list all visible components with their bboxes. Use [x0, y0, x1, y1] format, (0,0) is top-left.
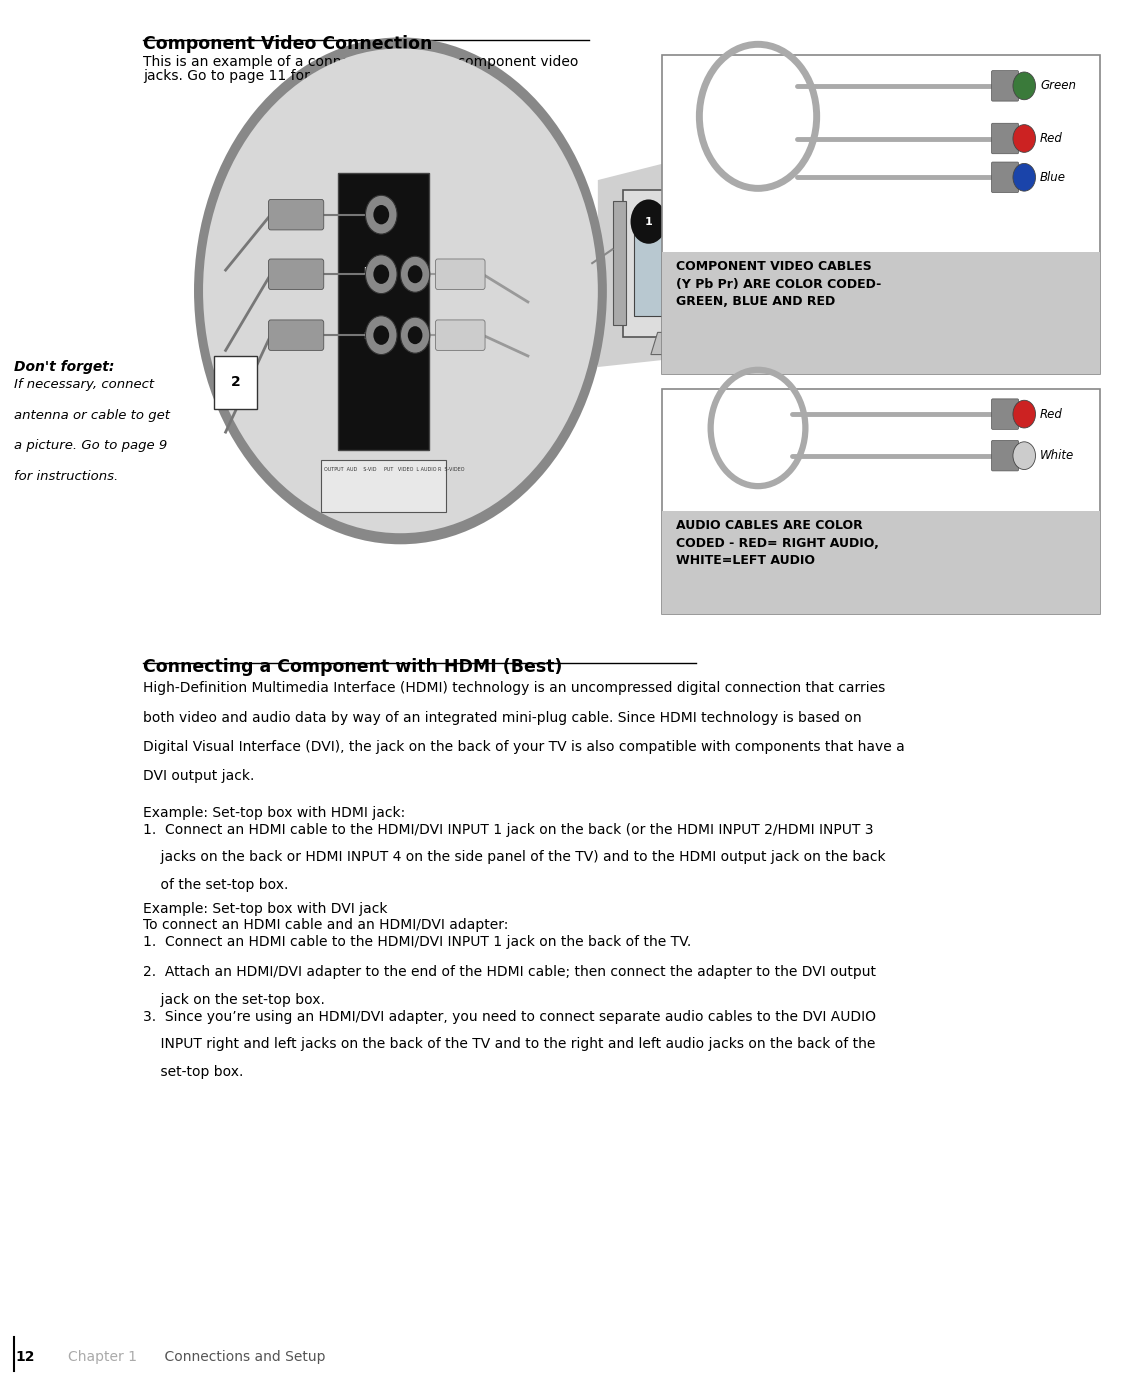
- Text: Example: Set-top box with HDMI jack:: Example: Set-top box with HDMI jack:: [143, 806, 405, 820]
- Circle shape: [400, 317, 430, 353]
- Circle shape: [1013, 400, 1036, 428]
- Text: Don't forget:: Don't forget:: [14, 360, 114, 374]
- Text: High-Definition Multimedia Interface (HDMI) technology is an uncompressed digita: High-Definition Multimedia Interface (HD…: [143, 681, 885, 695]
- Text: 2: 2: [231, 375, 240, 389]
- Text: AUDIO CABLES ARE COLOR
CODED - RED= RIGHT AUDIO,
WHITE=LEFT AUDIO: AUDIO CABLES ARE COLOR CODED - RED= RIGH…: [676, 519, 879, 568]
- Text: for instructions.: for instructions.: [14, 470, 117, 482]
- Text: To connect an HDMI cable and an HDMI/DVI adapter:: To connect an HDMI cable and an HDMI/DVI…: [143, 918, 509, 932]
- Text: 3: 3: [722, 274, 731, 288]
- FancyBboxPatch shape: [268, 199, 324, 230]
- FancyBboxPatch shape: [748, 233, 775, 314]
- Text: jack on the set-top box.: jack on the set-top box.: [143, 993, 325, 1007]
- Circle shape: [373, 205, 389, 224]
- FancyBboxPatch shape: [992, 123, 1019, 154]
- Text: 1: 1: [645, 216, 652, 227]
- Text: 3.  Since you’re using an HDMI/DVI adapter, you need to connect separate audio c: 3. Since you’re using an HDMI/DVI adapte…: [143, 1010, 876, 1024]
- Text: antenna or cable to get: antenna or cable to get: [14, 409, 169, 421]
- FancyBboxPatch shape: [992, 399, 1019, 429]
- Text: Blue: Blue: [1040, 170, 1066, 184]
- Text: Component Video Connection: Component Video Connection: [143, 35, 433, 53]
- Text: COMPONENT VIDEO CABLES
(Y Pb Pr) ARE COLOR CODED-
GREEN, BLUE AND RED: COMPONENT VIDEO CABLES (Y Pb Pr) ARE COL…: [676, 260, 881, 309]
- Text: R: R: [404, 332, 409, 341]
- Circle shape: [1013, 442, 1036, 470]
- Circle shape: [365, 255, 397, 294]
- Circle shape: [1013, 72, 1036, 100]
- FancyBboxPatch shape: [992, 71, 1019, 101]
- Text: Red: Red: [1040, 407, 1063, 421]
- Text: INPUT right and left jacks on the back of the TV and to the right and left audio: INPUT right and left jacks on the back o…: [143, 1037, 875, 1051]
- Text: OUTPUT  AUD    S-VID     PUT   VIDEO  L AUDIO R  S-VIDEO: OUTPUT AUD S-VID PUT VIDEO L AUDIO R S-V…: [324, 467, 465, 472]
- Text: Pb: Pb: [363, 267, 373, 276]
- Text: Pr: Pr: [363, 332, 372, 341]
- FancyBboxPatch shape: [435, 259, 485, 289]
- FancyBboxPatch shape: [634, 208, 731, 316]
- Text: L: L: [404, 267, 408, 276]
- Text: DVI output jack.: DVI output jack.: [143, 769, 255, 783]
- Text: jacks on the back or HDMI INPUT 4 on the side panel of the TV) and to the HDMI o: jacks on the back or HDMI INPUT 4 on the…: [143, 850, 885, 864]
- FancyBboxPatch shape: [321, 460, 446, 512]
- Polygon shape: [598, 132, 790, 367]
- Text: Connections and Setup: Connections and Setup: [147, 1350, 325, 1364]
- Circle shape: [373, 265, 389, 284]
- Text: jacks. Go to page 11 for specific instructions.: jacks. Go to page 11 for specific instru…: [143, 69, 457, 83]
- FancyBboxPatch shape: [662, 252, 1100, 374]
- FancyBboxPatch shape: [623, 190, 742, 337]
- Text: Chapter 1: Chapter 1: [68, 1350, 136, 1364]
- Text: Y: Y: [367, 208, 371, 216]
- Text: both video and audio data by way of an integrated mini-plug cable. Since HDMI te: both video and audio data by way of an i…: [143, 711, 862, 724]
- Circle shape: [408, 327, 422, 345]
- Text: Digital Visual Interface (DVI), the jack on the back of your TV is also compatib: Digital Visual Interface (DVI), the jack…: [143, 740, 905, 753]
- Circle shape: [1013, 163, 1036, 191]
- Circle shape: [365, 195, 397, 234]
- Text: 12: 12: [16, 1350, 35, 1364]
- Text: Green: Green: [1040, 79, 1076, 93]
- Text: White: White: [1040, 449, 1074, 463]
- Circle shape: [756, 274, 767, 288]
- Circle shape: [756, 252, 767, 266]
- Text: If necessary, connect: If necessary, connect: [14, 378, 153, 391]
- Text: a picture. Go to page 9: a picture. Go to page 9: [14, 439, 167, 452]
- FancyBboxPatch shape: [214, 356, 257, 409]
- Text: of the set-top box.: of the set-top box.: [143, 878, 289, 892]
- FancyBboxPatch shape: [662, 55, 1100, 374]
- FancyBboxPatch shape: [662, 389, 1100, 614]
- Circle shape: [408, 266, 422, 284]
- Text: Connecting a Component with HDMI (Best): Connecting a Component with HDMI (Best): [143, 658, 563, 676]
- Text: 1.  Connect an HDMI cable to the HDMI/DVI INPUT 1 jack on the back of the TV.: 1. Connect an HDMI cable to the HDMI/DVI…: [143, 935, 691, 949]
- Circle shape: [400, 256, 430, 292]
- Circle shape: [373, 325, 389, 345]
- Circle shape: [194, 37, 607, 544]
- Circle shape: [365, 316, 397, 355]
- FancyBboxPatch shape: [662, 511, 1100, 614]
- Text: 1.  Connect an HDMI cable to the HDMI/DVI INPUT 1 jack on the back (or the HDMI : 1. Connect an HDMI cable to the HDMI/DVI…: [143, 823, 874, 837]
- Circle shape: [1013, 125, 1036, 152]
- FancyBboxPatch shape: [268, 259, 324, 289]
- FancyBboxPatch shape: [992, 440, 1019, 471]
- Text: 2.  Attach an HDMI/DVI adapter to the end of the HDMI cable; then connect the ad: 2. Attach an HDMI/DVI adapter to the end…: [143, 965, 876, 979]
- Polygon shape: [651, 332, 714, 355]
- Text: Example: Set-top box with DVI jack: Example: Set-top box with DVI jack: [143, 902, 388, 915]
- FancyBboxPatch shape: [705, 255, 748, 307]
- Text: This is an example of a connection using the component video: This is an example of a connection using…: [143, 55, 579, 69]
- FancyBboxPatch shape: [613, 201, 626, 325]
- Circle shape: [631, 199, 667, 244]
- FancyBboxPatch shape: [268, 320, 324, 350]
- FancyBboxPatch shape: [435, 320, 485, 350]
- FancyBboxPatch shape: [992, 162, 1019, 193]
- Circle shape: [203, 48, 598, 533]
- FancyBboxPatch shape: [338, 173, 429, 450]
- Text: Red: Red: [1040, 132, 1063, 145]
- Text: set-top box.: set-top box.: [143, 1065, 244, 1079]
